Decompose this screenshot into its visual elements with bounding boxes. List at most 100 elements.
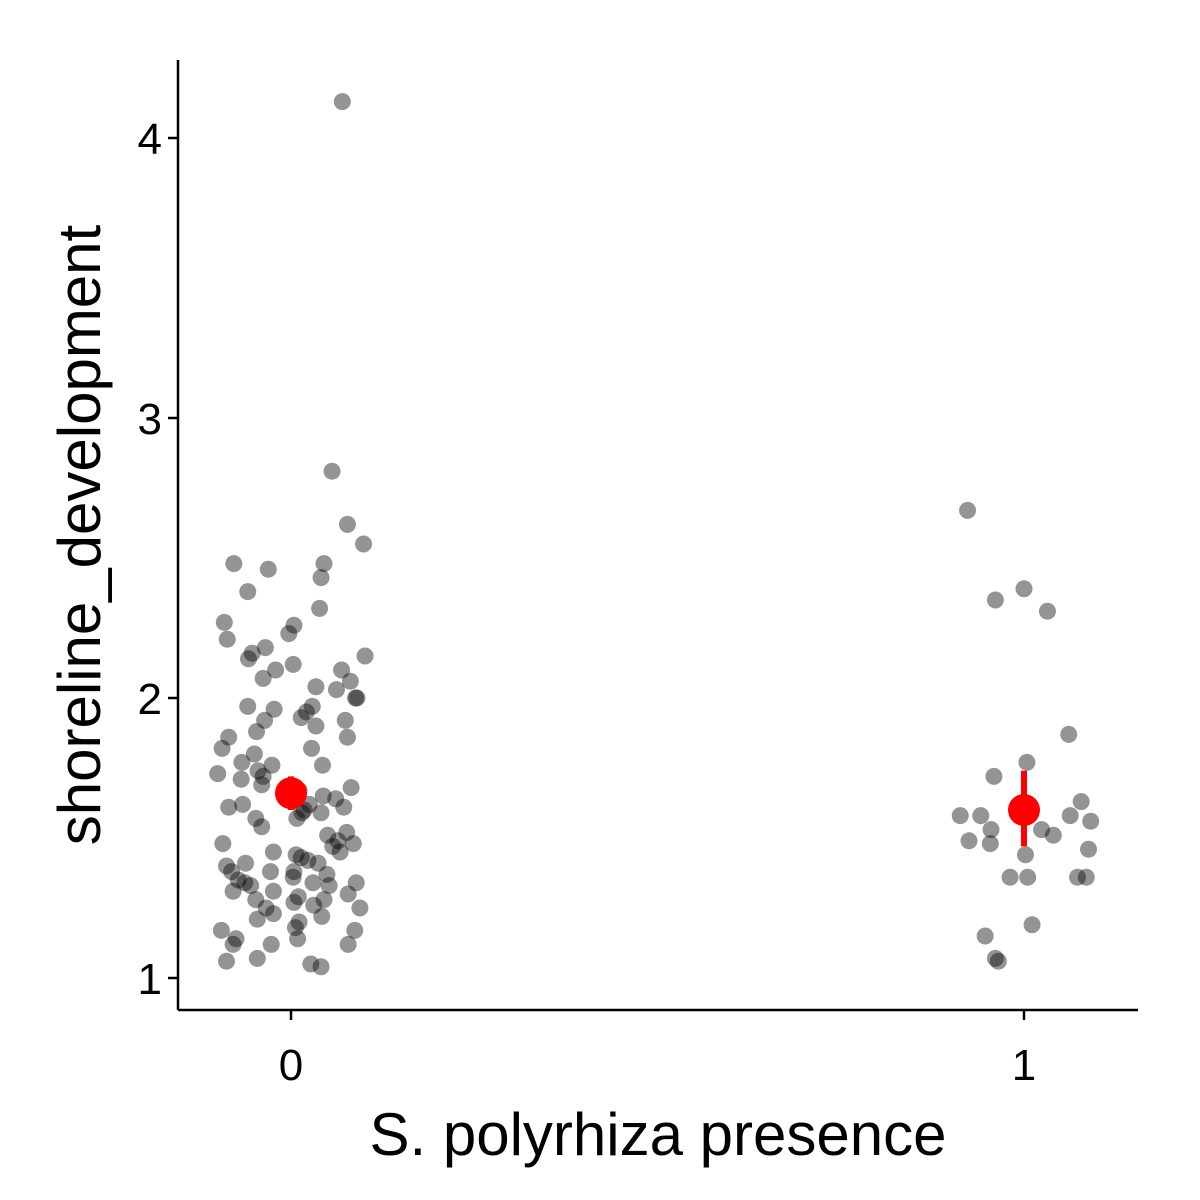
data-point: [218, 630, 236, 648]
data-point: [303, 739, 321, 757]
data-point: [285, 863, 303, 881]
data-point: [319, 826, 337, 844]
data-point: [951, 807, 969, 825]
data-point: [289, 888, 307, 906]
data-point: [257, 899, 275, 917]
data-point: [338, 515, 356, 533]
data-point: [347, 689, 365, 707]
data-point: [285, 616, 303, 634]
data-point: [284, 655, 302, 673]
data-point: [225, 555, 243, 573]
data-point: [1060, 725, 1078, 743]
data-point: [247, 891, 265, 909]
data-point: [327, 681, 345, 699]
data-point: [239, 697, 257, 715]
data-point: [254, 767, 272, 785]
data-point: [323, 462, 341, 480]
data-point: [320, 877, 338, 895]
data-point: [324, 837, 342, 855]
data-point: [972, 807, 990, 825]
y-tick-label: 2: [138, 675, 162, 724]
data-point: [981, 835, 999, 853]
data-point: [355, 535, 373, 553]
data-point: [253, 776, 271, 794]
x-tick-label: 0: [279, 1041, 303, 1090]
data-point: [313, 907, 331, 925]
data-point: [289, 930, 307, 948]
data-point: [248, 910, 266, 928]
data-point: [280, 625, 298, 643]
data-point: [960, 832, 978, 850]
data-point: [239, 650, 257, 668]
mean-summary: [275, 770, 1040, 847]
data-point: [1082, 812, 1100, 830]
data-point: [287, 846, 305, 864]
data-point: [339, 885, 357, 903]
data-point: [356, 647, 374, 665]
y-axis-title: shoreline_development: [46, 224, 113, 845]
data-point: [335, 798, 353, 816]
data-point: [976, 927, 994, 945]
data-point: [215, 613, 233, 631]
data-point: [1044, 826, 1062, 844]
data-point: [290, 913, 308, 931]
y-tick-label: 3: [138, 395, 162, 444]
data-point: [312, 569, 330, 587]
data-point: [233, 753, 251, 771]
y-tick-label: 1: [138, 955, 162, 1004]
data-point: [220, 728, 238, 746]
data-point: [1001, 868, 1019, 886]
data-point: [327, 790, 345, 808]
data-point: [315, 555, 333, 573]
data-point: [229, 871, 247, 889]
data-point: [307, 678, 325, 696]
data-point: [338, 823, 356, 841]
data-point: [341, 672, 359, 690]
x-axis-title: S. polyrhiza presence: [370, 1101, 947, 1168]
data-point: [267, 661, 285, 679]
data-point: [333, 93, 351, 111]
data-point: [342, 779, 360, 797]
data-point: [318, 865, 336, 883]
data-points: [209, 93, 1100, 976]
data-point: [263, 756, 281, 774]
data-point: [1061, 807, 1079, 825]
data-point: [304, 874, 322, 892]
data-point: [336, 711, 354, 729]
data-point: [346, 921, 364, 939]
data-point: [309, 854, 327, 872]
data-point: [1077, 868, 1095, 886]
data-point: [286, 919, 304, 937]
data-point: [288, 809, 306, 827]
data-point: [1069, 868, 1087, 886]
data-point: [312, 958, 330, 976]
data-point: [305, 896, 323, 914]
data-point: [339, 935, 357, 953]
data-point: [224, 882, 242, 900]
data-point: [1072, 793, 1090, 811]
data-point: [344, 835, 362, 853]
mean-point: [275, 777, 307, 810]
data-point: [312, 804, 330, 822]
data-point: [351, 899, 369, 917]
data-point: [303, 697, 321, 715]
y-tick-label: 4: [138, 115, 162, 164]
data-point: [292, 849, 310, 867]
data-point: [315, 891, 333, 909]
data-point: [299, 851, 317, 869]
data-point: [249, 762, 267, 780]
data-point: [253, 818, 271, 836]
data-point: [986, 591, 1004, 609]
data-point: [245, 745, 263, 763]
data-point: [212, 921, 230, 939]
data-point: [247, 809, 265, 827]
data-point: [285, 893, 303, 911]
data-point: [1038, 602, 1056, 620]
data-point: [242, 877, 260, 895]
data-point: [236, 874, 254, 892]
data-point: [329, 832, 347, 850]
data-point: [347, 874, 365, 892]
data-point: [224, 935, 242, 953]
data-point: [256, 639, 274, 657]
